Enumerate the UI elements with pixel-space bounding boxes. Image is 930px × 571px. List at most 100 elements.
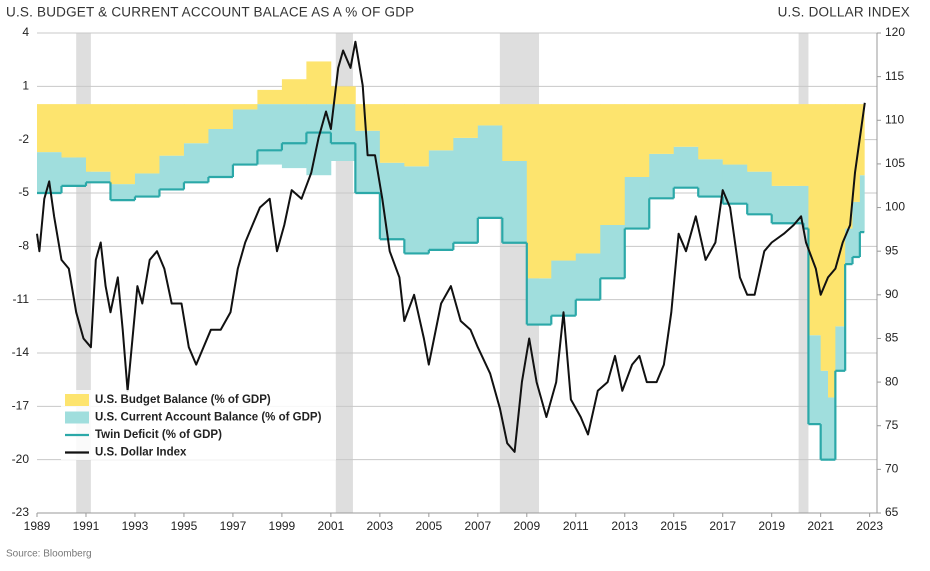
current-account-bar <box>852 201 861 257</box>
legend-swatch <box>65 394 89 406</box>
budget-bar <box>404 104 430 167</box>
budget-bar <box>379 104 405 163</box>
budget-bar <box>85 104 111 172</box>
budget-bar <box>134 104 160 174</box>
y-tick-label: -14 <box>12 345 30 359</box>
budget-bar <box>477 104 503 126</box>
legend-label: U.S. Budget Balance (% of GDP) <box>95 394 271 406</box>
current-account-bar <box>428 150 454 250</box>
recession-band <box>798 33 809 513</box>
current-account-bar <box>698 159 724 197</box>
y2-tick-label: 100 <box>885 200 905 214</box>
budget-bar <box>428 104 454 151</box>
current-account-bar <box>85 171 111 183</box>
budget-bar <box>828 104 836 398</box>
x-tick-label: 2003 <box>367 519 394 533</box>
current-account-bar <box>820 370 829 460</box>
current-account-bar <box>649 153 675 199</box>
current-account-bar <box>61 157 87 186</box>
current-account-bar <box>110 184 136 201</box>
budget-bar <box>673 104 699 147</box>
budget-bar <box>257 89 283 105</box>
current-account-bar <box>624 177 650 229</box>
y2-title: U.S. DOLLAR INDEX <box>778 5 910 20</box>
budget-bar <box>803 104 809 186</box>
budget-bar <box>575 104 601 254</box>
x-tick-label: 2023 <box>856 519 883 533</box>
x-tick-label: 1997 <box>220 519 247 533</box>
current-account-bar <box>502 161 528 243</box>
current-account-bar <box>828 397 836 460</box>
current-account-bar <box>747 171 773 215</box>
x-tick-label: 2007 <box>464 519 491 533</box>
current-account-bar <box>803 185 809 229</box>
current-account-bar <box>257 104 283 165</box>
current-account-bar <box>281 104 307 169</box>
budget-bar <box>110 104 136 185</box>
budget-bar <box>37 104 62 153</box>
x-tick-label: 2015 <box>660 519 687 533</box>
budget-bar <box>330 86 356 105</box>
budget-bar <box>183 104 209 144</box>
current-account-bar <box>477 125 503 218</box>
y-tick-label: 1 <box>22 79 29 93</box>
x-tick-label: 2013 <box>611 519 638 533</box>
current-account-bar <box>600 225 626 279</box>
legend-label: Twin Deficit (% of GDP) <box>95 429 222 441</box>
y2-tick-label: 75 <box>885 418 899 432</box>
y2-tick-label: 115 <box>885 69 904 83</box>
budget-bar <box>808 104 822 336</box>
legend-swatch <box>65 411 89 424</box>
budget-bar <box>859 104 865 176</box>
budget-bar <box>698 104 724 160</box>
budget-bar <box>551 104 577 261</box>
y2-tick-label: 110 <box>885 112 904 126</box>
budget-bar <box>771 104 804 186</box>
x-tick-label: 1993 <box>122 519 149 533</box>
budget-bar <box>355 104 381 131</box>
budget-bar <box>281 79 307 105</box>
y2-tick-label: 85 <box>885 331 899 345</box>
chart-title: U.S. BUDGET & CURRENT ACCOUNT BALACE AS … <box>6 5 414 20</box>
current-account-bar <box>159 155 185 190</box>
current-account-bar <box>379 162 405 240</box>
y2-tick-label: 70 <box>885 462 899 476</box>
budget-bar <box>649 104 675 154</box>
budget-bar <box>820 104 829 371</box>
x-tick-label: 1999 <box>269 519 296 533</box>
legend-label: U.S. Current Account Balance (% of GDP) <box>95 412 322 424</box>
budget-bar <box>232 104 258 110</box>
budget-bar <box>306 61 332 105</box>
current-account-bar <box>575 253 601 300</box>
budget-bar <box>845 104 853 229</box>
y2-tick-label: 90 <box>885 287 899 301</box>
y-tick-label: 4 <box>22 25 29 39</box>
budget-bar <box>526 104 552 279</box>
x-tick-label: 2001 <box>318 519 345 533</box>
current-account-bar <box>208 129 234 177</box>
x-tick-label: 2011 <box>563 519 589 533</box>
current-account-bar <box>134 173 160 197</box>
budget-bar <box>600 104 626 225</box>
x-tick-label: 2005 <box>415 519 442 533</box>
current-account-bar <box>404 166 430 254</box>
current-account-bar <box>526 278 552 325</box>
y-tick-label: -8 <box>18 239 29 253</box>
budget-bar <box>722 104 748 165</box>
budget-bar <box>208 104 234 129</box>
budget-bar <box>852 104 861 202</box>
current-account-bar <box>330 104 356 161</box>
y-tick-label: -23 <box>12 505 30 519</box>
y2-tick-label: 105 <box>885 156 905 170</box>
y2-tick-label: 120 <box>885 25 905 39</box>
budget-bar <box>502 104 528 161</box>
x-tick-label: 1989 <box>24 519 51 533</box>
current-account-bar <box>551 260 577 316</box>
budget-bar <box>159 104 185 156</box>
budget-bar <box>624 104 650 177</box>
current-account-bar <box>835 326 846 371</box>
legend-label: U.S. Dollar Index <box>95 447 187 459</box>
current-account-bar <box>453 137 479 243</box>
y-tick-label: -2 <box>18 132 29 146</box>
